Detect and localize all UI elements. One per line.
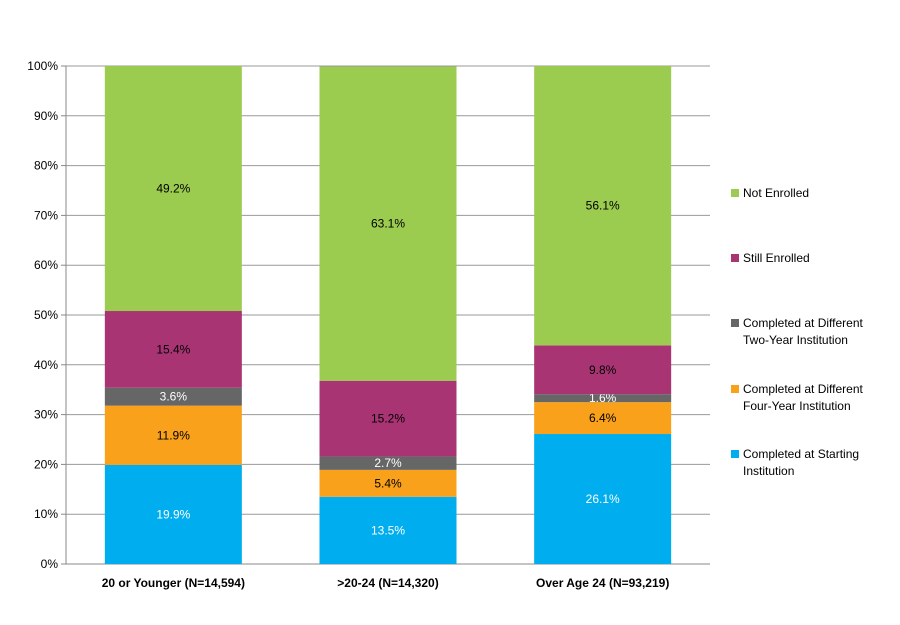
bar-segment [534, 402, 672, 435]
bar-segment [104, 464, 242, 564]
bar-segment [104, 311, 242, 388]
data-label: 5.4% [374, 476, 402, 490]
x-tick-label: >20-24 (N=14,320) [337, 576, 438, 590]
data-label: 6.4% [589, 411, 617, 425]
data-label: 19.9% [156, 507, 190, 521]
legend-label: Not Enrolled [743, 186, 809, 200]
bar-segment [104, 387, 242, 406]
y-tick-label: 20% [34, 457, 58, 471]
x-tick-label: Over Age 24 (N=93,219) [536, 576, 669, 590]
data-label: 49.2% [156, 182, 190, 196]
y-tick-label: 0% [41, 557, 59, 571]
bar-segment [534, 66, 672, 346]
legend-label: Institution [743, 464, 794, 478]
data-label: 11.9% [157, 428, 190, 442]
data-label: 1.6% [589, 391, 617, 405]
data-label: 15.2% [371, 412, 405, 426]
legend-label: Two-Year Institution [743, 333, 848, 347]
bar-segment [319, 66, 457, 381]
data-label: 9.8% [589, 363, 617, 377]
data-label: 56.1% [586, 199, 620, 213]
data-label: 13.5% [371, 523, 405, 537]
bar-segment [534, 434, 672, 564]
bar-segment [319, 496, 457, 564]
y-tick-label: 100% [27, 59, 58, 73]
y-tick-label: 10% [34, 507, 58, 521]
bar-segment [534, 394, 672, 403]
legend-label: Completed at Different [743, 382, 864, 396]
legend-label: Completed at Different [743, 316, 864, 330]
y-tick-label: 70% [34, 208, 58, 222]
bar-segment [319, 380, 457, 457]
y-tick-label: 40% [34, 358, 58, 372]
legend-swatch [731, 189, 739, 197]
y-tick-label: 60% [34, 258, 58, 272]
bar-segment [319, 456, 457, 470]
bar-segment [104, 66, 242, 312]
y-tick-label: 30% [34, 408, 58, 422]
legend-label: Still Enrolled [743, 251, 810, 265]
y-tick-label: 50% [34, 308, 58, 322]
x-tick-label: 20 or Younger (N=14,594) [102, 576, 245, 590]
legend-label: Completed at Starting [743, 447, 859, 461]
data-label: 2.7% [374, 456, 402, 470]
bar-segment [534, 345, 672, 395]
data-label: 63.1% [371, 217, 405, 231]
data-label: 3.6% [160, 390, 188, 404]
legend-swatch [731, 385, 739, 393]
bar-segment [319, 469, 457, 497]
bar-segment [104, 405, 242, 465]
legend-swatch [731, 254, 739, 262]
y-tick-label: 90% [34, 109, 58, 123]
y-tick-label: 80% [34, 159, 58, 173]
legend-swatch [731, 319, 739, 327]
legend-swatch [731, 450, 739, 458]
legend-label: Four-Year Institution [743, 399, 851, 413]
data-label: 26.1% [586, 492, 620, 506]
data-label: 15.4% [156, 342, 190, 356]
